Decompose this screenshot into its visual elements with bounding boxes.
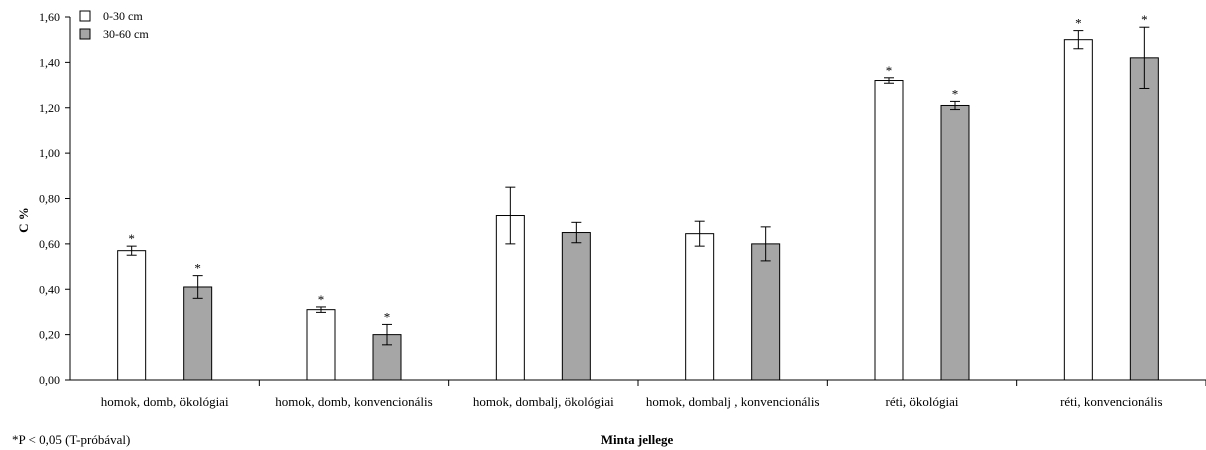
significance-star: * (318, 292, 325, 307)
y-tick-label: 0,20 (39, 328, 60, 342)
y-tick-label: 0,80 (39, 192, 60, 206)
y-axis: 0,00 0,20 0,40 0,60 0,80 1,00 1,20 1,40 1,60 (39, 10, 71, 387)
bars: * * * * * * * * (117, 12, 1159, 381)
legend-label: 0-30 cm (103, 9, 143, 23)
y-tick-label: 1,60 (39, 10, 60, 24)
legend-swatch (79, 28, 91, 40)
bar (306, 309, 336, 381)
y-tick-label: 0,60 (39, 237, 60, 251)
bar (1129, 57, 1159, 381)
bar (685, 233, 715, 381)
footnote: *P < 0,05 (T-próbával) (12, 432, 130, 447)
y-tick-label: 1,40 (39, 55, 60, 69)
y-tick-label: 0,40 (39, 282, 60, 296)
legend: 0-30 cm 30-60 cm (79, 9, 149, 41)
significance-star: * (1141, 12, 1148, 27)
category-label: homok, domb, konvencionális (275, 394, 432, 409)
category-label: homok, domb, ökológiai (101, 394, 229, 409)
significance-star: * (952, 86, 959, 101)
significance-star: * (128, 231, 135, 246)
bar (940, 104, 970, 381)
significance-star: * (1075, 16, 1082, 31)
x-axis-title: Minta jellege (601, 432, 674, 447)
significance-star: * (384, 309, 391, 324)
significance-star: * (194, 261, 201, 276)
bar (874, 80, 904, 381)
legend-swatch (79, 10, 91, 22)
significance-star: * (886, 63, 893, 78)
bar (751, 243, 781, 381)
category-label: réti, ökológiai (886, 394, 959, 409)
bar (561, 232, 591, 381)
category-label: réti, konvencionális (1060, 394, 1163, 409)
y-tick-label: 0,00 (39, 373, 60, 387)
category-label: homok, dombalj , konvencionális (646, 394, 820, 409)
y-axis-title: C % (16, 207, 31, 233)
category-label: homok, dombalj, ökológiai (473, 394, 614, 409)
y-tick-label: 1,20 (39, 101, 60, 115)
bar (183, 286, 213, 381)
bar (1063, 39, 1093, 381)
legend-label: 30-60 cm (103, 27, 149, 41)
bar (117, 250, 147, 381)
y-tick-label: 1,00 (39, 146, 60, 160)
x-axis: homok, domb, ökológiai homok, domb, konve… (70, 379, 1206, 409)
